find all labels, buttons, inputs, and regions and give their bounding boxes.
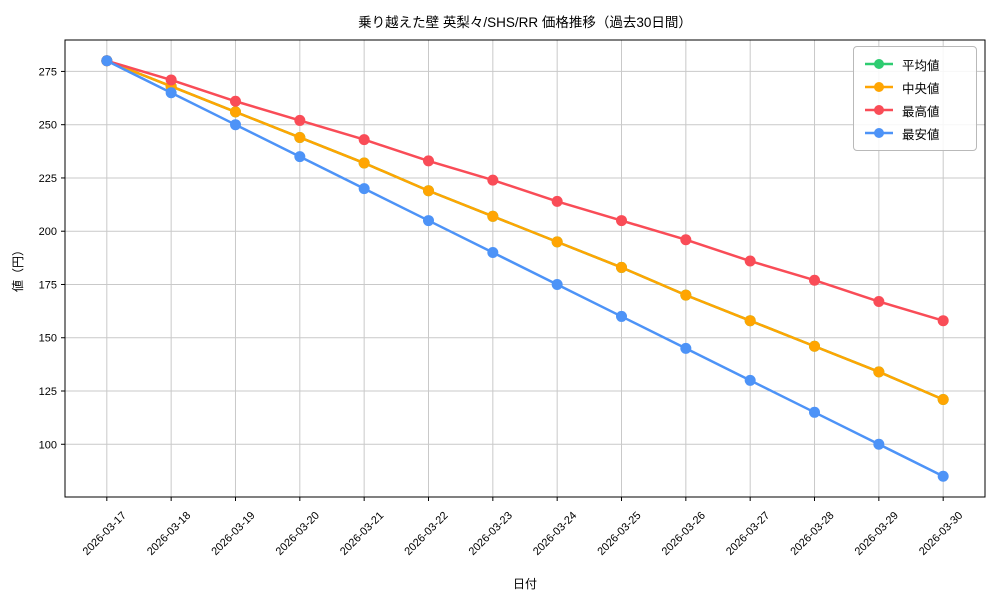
series-min bbox=[101, 55, 949, 482]
series-min-line bbox=[106, 59, 944, 478]
y-tick-label: 225 bbox=[39, 173, 57, 185]
legend-label: 平均値 bbox=[902, 58, 940, 73]
legend-swatch-icon bbox=[865, 82, 893, 92]
series-max-marker bbox=[873, 296, 885, 308]
x-tick-label: 2026-03-17 bbox=[81, 510, 129, 558]
legend-label: 中央値 bbox=[902, 81, 940, 96]
chart-title: 乗り越えた壁 英梨々/SHS/RR 価格推移（過去30日間） bbox=[358, 14, 692, 30]
series-min-marker bbox=[487, 247, 499, 259]
legend-label: 最高値 bbox=[902, 104, 940, 119]
x-tick-label: 2026-03-26 bbox=[660, 510, 708, 558]
series-median-marker bbox=[680, 289, 692, 301]
series-min-marker bbox=[101, 55, 113, 67]
x-axis-label: 日付 bbox=[513, 577, 537, 591]
legend-label: 最安値 bbox=[902, 127, 940, 142]
x-tick-label: 2026-03-24 bbox=[531, 510, 579, 558]
series-median-line bbox=[106, 59, 944, 401]
x-tick-label: 2026-03-22 bbox=[402, 510, 450, 558]
legend-swatch-icon bbox=[865, 59, 893, 69]
y-tick-label: 175 bbox=[39, 279, 57, 291]
x-tick-label: 2026-03-19 bbox=[209, 510, 257, 558]
series-median-marker bbox=[551, 236, 563, 248]
series-median-marker bbox=[616, 261, 628, 273]
series-max-marker bbox=[358, 134, 370, 146]
series-max-marker bbox=[937, 315, 949, 327]
series-median-marker bbox=[873, 366, 885, 378]
y-tick-label: 150 bbox=[39, 333, 57, 345]
y-tick-label: 275 bbox=[39, 66, 57, 78]
series-median-marker bbox=[422, 185, 434, 197]
series-max-marker bbox=[551, 195, 563, 207]
series-median-marker bbox=[229, 106, 241, 118]
x-tick-label: 2026-03-29 bbox=[853, 510, 901, 558]
x-tick-label: 2026-03-20 bbox=[274, 510, 322, 558]
legend: 平均値中央値最高値最安値 bbox=[853, 46, 977, 151]
series-median-marker bbox=[294, 131, 306, 143]
series-min-marker bbox=[422, 215, 434, 227]
series-max-marker bbox=[680, 234, 692, 246]
series-median-marker bbox=[358, 157, 370, 169]
legend-item-min: 最安値 bbox=[864, 123, 966, 143]
series-median-marker bbox=[487, 210, 499, 222]
x-tick-label: 2026-03-30 bbox=[917, 510, 965, 558]
series-max-marker bbox=[616, 215, 628, 227]
series-min-marker bbox=[165, 87, 177, 99]
series-max-marker bbox=[487, 174, 499, 186]
series-min-marker bbox=[551, 278, 563, 290]
x-tick-label: 2026-03-28 bbox=[788, 510, 836, 558]
series-max-marker bbox=[422, 155, 434, 167]
series-min-marker bbox=[744, 374, 756, 386]
y-tick-label: 200 bbox=[39, 226, 57, 238]
series-max bbox=[101, 55, 949, 327]
x-tick-label: 2026-03-25 bbox=[595, 510, 643, 558]
grid-lines bbox=[65, 40, 985, 497]
series-min-marker bbox=[873, 438, 885, 450]
x-tick-label: 2026-03-23 bbox=[467, 510, 515, 558]
series-min-marker bbox=[937, 470, 949, 482]
legend-item-average: 平均値 bbox=[864, 54, 966, 74]
legend-swatch-icon bbox=[865, 128, 893, 138]
series-min-marker bbox=[616, 310, 628, 322]
series-min-marker bbox=[358, 183, 370, 195]
series-min-marker bbox=[229, 119, 241, 131]
series-max-marker bbox=[809, 274, 821, 286]
data-series bbox=[101, 55, 949, 482]
series-max-marker bbox=[229, 95, 241, 107]
series-max-marker bbox=[165, 74, 177, 86]
y-tick-label: 125 bbox=[39, 386, 57, 398]
x-tick-label: 2026-03-27 bbox=[724, 510, 772, 558]
y-axis-label: 値（円） bbox=[10, 244, 25, 292]
axes-spines bbox=[64, 39, 986, 498]
series-median-marker bbox=[937, 394, 949, 406]
legend-swatch-icon bbox=[865, 105, 893, 115]
series-max-marker bbox=[744, 255, 756, 267]
series-median-marker bbox=[809, 340, 821, 352]
series-median-marker bbox=[744, 315, 756, 327]
x-tick-label: 2026-03-18 bbox=[145, 510, 193, 558]
y-tick-label: 100 bbox=[39, 439, 57, 451]
series-min-marker bbox=[294, 151, 306, 163]
series-min-marker bbox=[680, 342, 692, 354]
x-tick-label: 2026-03-21 bbox=[338, 510, 386, 558]
series-min-marker bbox=[809, 406, 821, 418]
series-max-marker bbox=[294, 114, 306, 126]
legend-item-median: 中央値 bbox=[864, 77, 966, 97]
legend-item-max: 最高値 bbox=[864, 100, 966, 120]
y-tick-label: 250 bbox=[39, 120, 57, 132]
axis-ticks bbox=[61, 70, 944, 501]
series-max-line bbox=[106, 59, 944, 322]
